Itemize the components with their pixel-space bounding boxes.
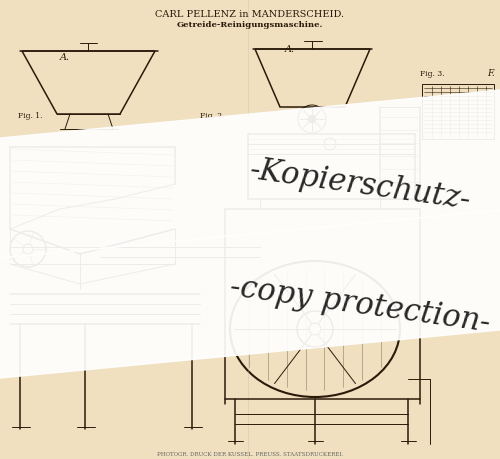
Text: A.: A.	[60, 53, 70, 62]
Text: Fig. 3.: Fig. 3.	[420, 70, 444, 78]
Text: CARL PELLENZ in MANDERSCHEID.: CARL PELLENZ in MANDERSCHEID.	[156, 10, 344, 19]
Text: -Kopierschutz-: -Kopierschutz-	[248, 154, 472, 215]
Text: PHOTOGR. DRUCK DER KUSSEL. PREUSS. STAATSDRUCKEREI.: PHOTOGR. DRUCK DER KUSSEL. PREUSS. STAAT…	[157, 451, 343, 456]
Text: F.: F.	[487, 69, 495, 78]
Text: Fig. 2.: Fig. 2.	[200, 112, 224, 120]
Text: Fig. 1.: Fig. 1.	[18, 112, 42, 120]
Polygon shape	[0, 210, 500, 379]
Bar	[422, 85, 494, 140]
Text: -copy protection-: -copy protection-	[228, 271, 492, 338]
Text: Getreide-Reinigungsmaschine.: Getreide-Reinigungsmaschine.	[177, 21, 323, 29]
Text: A.: A.	[285, 45, 295, 54]
Circle shape	[308, 116, 316, 124]
Polygon shape	[0, 90, 500, 259]
